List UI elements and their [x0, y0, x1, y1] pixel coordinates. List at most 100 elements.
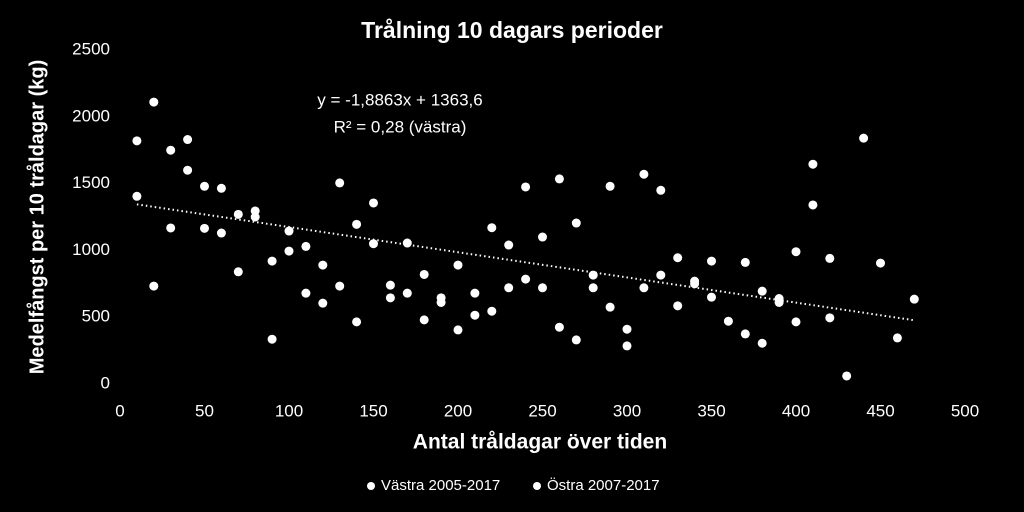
point — [757, 338, 767, 348]
point — [419, 269, 429, 279]
point — [132, 191, 142, 201]
annotation: R² = 0,28 (västra) — [334, 117, 467, 136]
point — [876, 258, 885, 268]
point — [892, 333, 902, 343]
point — [740, 329, 750, 339]
point — [605, 181, 615, 191]
point — [183, 135, 193, 145]
point — [673, 253, 683, 263]
point — [791, 317, 801, 327]
point — [385, 293, 395, 303]
x-tick-label: 350 — [697, 401, 725, 420]
point — [521, 274, 531, 284]
point — [673, 301, 683, 311]
point — [842, 371, 852, 381]
point — [352, 317, 362, 327]
point — [791, 247, 801, 257]
x-tick-label: 450 — [866, 401, 894, 420]
point — [825, 313, 835, 323]
point — [301, 241, 311, 251]
point — [402, 288, 412, 298]
point — [419, 315, 429, 325]
point — [723, 316, 733, 326]
point — [639, 283, 649, 293]
point — [707, 292, 716, 302]
point — [250, 212, 260, 222]
point — [453, 325, 463, 335]
point — [909, 294, 919, 304]
x-tick-label: 0 — [115, 401, 124, 420]
y-tick-label: 1000 — [72, 240, 110, 259]
x-axis-label: Antal tråldagar över tiden — [413, 431, 667, 454]
x-tick-label: 50 — [195, 401, 214, 420]
point — [402, 238, 412, 248]
point — [267, 256, 277, 266]
point — [588, 283, 598, 293]
point — [740, 257, 750, 267]
legend-label: Östra 2007-2017 — [547, 476, 660, 494]
x-tick-label: 500 — [951, 401, 979, 420]
point — [825, 253, 835, 263]
point — [149, 281, 159, 291]
point — [690, 279, 700, 289]
point — [639, 169, 649, 179]
point — [538, 283, 547, 293]
point — [521, 182, 531, 192]
point — [470, 310, 480, 320]
point — [284, 246, 294, 256]
point — [166, 223, 176, 233]
point — [588, 270, 598, 280]
point — [656, 270, 666, 280]
point — [233, 209, 243, 219]
point — [318, 260, 328, 270]
point — [200, 223, 209, 233]
point — [622, 324, 632, 334]
point — [554, 174, 564, 184]
point — [335, 281, 345, 291]
point — [216, 228, 226, 238]
point — [656, 185, 666, 195]
y-tick-label: 500 — [82, 307, 110, 326]
point — [200, 181, 209, 191]
legend-marker — [533, 482, 541, 490]
point — [453, 260, 463, 270]
point — [571, 335, 581, 345]
chart-title: Trålning 10 dagars perioder — [361, 17, 663, 43]
y-axis-label: Medelfångst per 10 tråldagar (kg) — [25, 60, 48, 375]
point — [774, 298, 784, 308]
point — [504, 240, 514, 250]
point — [436, 298, 446, 308]
point — [487, 223, 497, 233]
point — [352, 219, 362, 229]
point — [571, 218, 581, 228]
legend-label: Västra 2005-2017 — [381, 477, 500, 494]
x-tick-label: 150 — [359, 401, 387, 420]
point — [859, 133, 869, 143]
point — [605, 302, 615, 312]
point — [554, 322, 564, 332]
point — [707, 256, 716, 266]
x-tick-label: 250 — [528, 401, 556, 420]
legend-marker — [367, 482, 375, 490]
y-tick-label: 2000 — [72, 106, 110, 125]
x-tick-label: 300 — [613, 401, 641, 420]
point — [487, 306, 497, 316]
point — [622, 341, 632, 351]
point — [301, 288, 311, 298]
point — [369, 198, 378, 208]
point — [470, 288, 480, 298]
point — [385, 280, 395, 290]
y-tick-label: 1500 — [72, 173, 110, 192]
point — [808, 159, 818, 169]
point — [757, 286, 767, 296]
trendline — [136, 203, 915, 322]
point — [149, 97, 159, 107]
point — [267, 334, 277, 344]
x-tick-label: 100 — [275, 401, 303, 420]
point — [233, 267, 243, 277]
point — [335, 178, 345, 188]
y-tick-label: 2500 — [72, 39, 110, 58]
point — [166, 145, 176, 155]
point — [132, 136, 142, 146]
